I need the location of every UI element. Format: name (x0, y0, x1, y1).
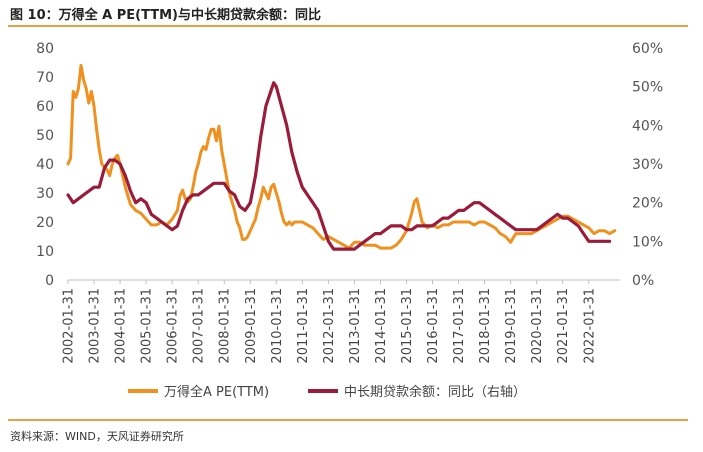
left-tick-label: 0 (45, 273, 54, 289)
left-tick-label: 60 (36, 99, 54, 115)
left-tick-label: 20 (36, 215, 54, 231)
left-tick-label: 70 (36, 70, 54, 86)
right-tick-label: 50% (632, 80, 663, 96)
x-tick-label: 2007-01-31 (192, 288, 207, 364)
chart-title: 图 10：万得全 A PE(TTM)与中长期贷款余额：同比 (10, 8, 321, 23)
loan-growth-series-line (66, 81, 612, 251)
x-tick-label: 2003-01-31 (88, 288, 103, 364)
x-tick-label: 2010-01-31 (270, 288, 285, 364)
x-tick-label: 2011-01-31 (296, 288, 311, 364)
x-tick-label: 2017-01-31 (452, 288, 467, 364)
source-note: 资料来源：WIND，天风证券研究所 (10, 430, 184, 443)
x-tick-label: 2018-01-31 (478, 288, 493, 364)
x-tick-label: 2021-01-31 (556, 288, 571, 364)
left-axis: 0 10 20 30 40 50 60 70 80 (36, 41, 54, 289)
x-tick-label: 2014-01-31 (374, 288, 389, 364)
left-tick-label: 40 (36, 157, 54, 173)
x-tick-label: 2012-01-31 (322, 288, 337, 364)
x-tick-label: 2005-01-31 (140, 288, 155, 364)
right-tick-label: 60% (632, 41, 663, 57)
right-tick-label: 10% (632, 234, 663, 250)
right-tick-label: 0% (632, 273, 654, 289)
left-tick-label: 10 (36, 244, 54, 260)
series-layer (66, 63, 617, 251)
x-tick-label: 2013-01-31 (348, 288, 363, 364)
title-divider (8, 25, 688, 27)
bottom-axis: 2002-01-31 2003-01-31 2004-01-31 2005-01-31… (62, 279, 620, 364)
x-tick-label: 2008-01-31 (218, 288, 233, 364)
x-tick-label: 2019-01-31 (504, 288, 519, 364)
legend: 万得全A PE(TTM) 中长期贷款余额：同比（右轴） (128, 384, 526, 400)
legend-label: 万得全A PE(TTM) (164, 384, 269, 400)
x-tick-label: 2004-01-31 (114, 288, 129, 364)
x-tick-label: 2015-01-31 (400, 288, 415, 364)
pe-series-line (66, 63, 617, 250)
right-tick-label: 20% (632, 196, 663, 212)
x-tick-label: 2006-01-31 (166, 288, 181, 364)
footer-divider (8, 419, 688, 421)
legend-label: 中长期贷款余额：同比（右轴） (344, 384, 526, 400)
x-tick-label: 2009-01-31 (244, 288, 259, 364)
left-tick-label: 50 (36, 128, 54, 144)
right-tick-label: 40% (632, 118, 663, 134)
left-tick-label: 80 (36, 41, 54, 57)
x-tick-label: 2020-01-31 (530, 288, 545, 364)
left-tick-label: 30 (36, 186, 54, 202)
x-tick-label: 2022-01-31 (582, 288, 597, 364)
x-tick-label: 2016-01-31 (426, 288, 441, 364)
right-axis: 0% 10% 20% 30% 40% 50% 60% (632, 41, 663, 289)
right-tick-label: 30% (632, 157, 663, 173)
x-tick-label: 2002-01-31 (62, 288, 77, 364)
